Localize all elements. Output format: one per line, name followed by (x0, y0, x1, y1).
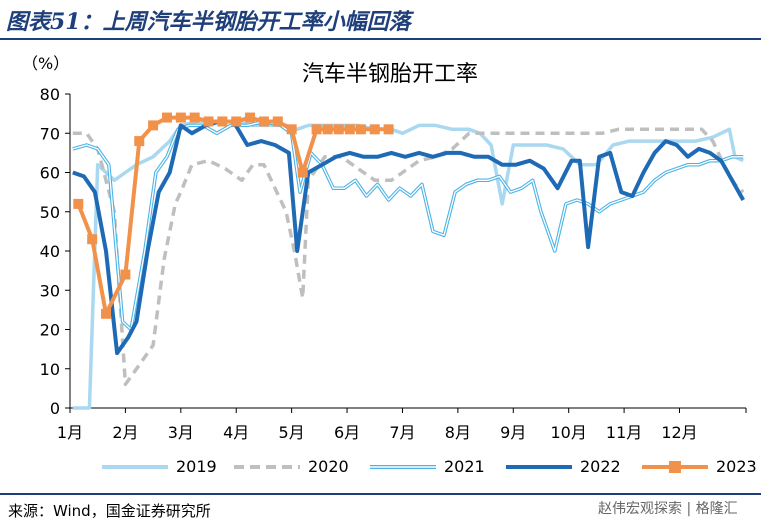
legend-label: 2021 (444, 457, 485, 476)
chart-legend: 2019 2020 2021 2022 2023 (90, 455, 757, 479)
y-tick-label: 30 (40, 281, 60, 300)
legend-item-2020: 2020 (232, 455, 362, 479)
legend-swatch (642, 461, 708, 473)
series-2023-point (272, 116, 283, 127)
series-2023-point (258, 116, 269, 127)
legend-swatch (102, 465, 168, 469)
series-2020-line (72, 127, 745, 387)
legend-swatch (370, 465, 436, 469)
y-tick-label: 60 (40, 164, 60, 183)
y-tick-label: 70 (40, 124, 60, 143)
series-2023-point (87, 234, 98, 245)
series-2022-line (72, 119, 745, 356)
x-tick-label: 8月 (445, 423, 471, 442)
y-axis-unit: （%） (22, 54, 70, 73)
series-2023-point (73, 198, 84, 209)
legend-label: 2019 (176, 457, 217, 476)
y-tick-label: 40 (40, 242, 60, 261)
series-2023-point (189, 112, 200, 123)
series-2023-point (161, 112, 172, 123)
series-2023-point (297, 167, 308, 178)
y-tick-label: 80 (40, 85, 60, 104)
x-tick-label: 12月 (661, 423, 697, 442)
series-2023-point (344, 124, 355, 135)
source-note: 来源：Wind，国金证券研究所 (8, 502, 211, 520)
header-divider (0, 38, 761, 40)
x-tick-label: 5月 (279, 423, 305, 442)
x-tick-label: 1月 (57, 423, 83, 442)
series-2023-point (311, 124, 322, 135)
series-2023-point (203, 116, 214, 127)
legend-label: 2022 (580, 457, 621, 476)
series-2023-point (134, 136, 145, 147)
y-tick-label: 20 (40, 321, 60, 340)
series-2023-point (286, 124, 297, 135)
x-tick-label: 7月 (389, 423, 415, 442)
series-2023-line (76, 115, 389, 316)
x-tick-label: 11月 (606, 423, 642, 442)
y-tick-label: 0 (50, 399, 60, 418)
x-tick-label: 2月 (112, 423, 138, 442)
footer-divider (0, 493, 761, 495)
x-tick-label: 4月 (223, 423, 249, 442)
legend-label: 2020 (308, 457, 349, 476)
x-tick-label: 6月 (334, 423, 360, 442)
chart-title: 汽车半钢胎开工率 (301, 62, 478, 87)
series-2023-point (101, 308, 112, 319)
legend-item-2023: 2023 (640, 455, 761, 479)
series-2023-point (322, 124, 333, 135)
series-2023-point (355, 124, 366, 135)
x-tick-label: 3月 (168, 423, 194, 442)
series-2023-point (383, 124, 394, 135)
series-2023-point (175, 112, 186, 123)
legend-item-2021: 2021 (368, 455, 498, 479)
legend-item-2022: 2022 (504, 455, 634, 479)
legend-swatch (234, 465, 300, 469)
legend-swatch (506, 465, 572, 469)
series-2023-point (369, 124, 380, 135)
legend-item-2019: 2019 (100, 455, 230, 479)
watermark: 赵伟宏观探索 | 格隆汇 (598, 501, 738, 517)
series-2023-point (148, 120, 159, 131)
series-2023-point (217, 116, 228, 127)
series-2023-point (120, 269, 131, 280)
y-tick-label: 10 (40, 360, 60, 379)
y-tick-label: 50 (40, 203, 60, 222)
report-header: 图表51：上周汽车半钢胎开工率小幅回落 (0, 0, 761, 40)
legend-label: 2023 (716, 457, 757, 476)
figure-caption: 图表51：上周汽车半钢胎开工率小幅回落 (6, 9, 411, 35)
legend-swatch-marker (669, 461, 681, 473)
x-tick-label: 9月 (500, 423, 526, 442)
series-2023-point (333, 124, 344, 135)
series-2023-point (245, 112, 256, 123)
x-tick-label: 10月 (551, 423, 587, 442)
series-2023-point (231, 116, 242, 127)
